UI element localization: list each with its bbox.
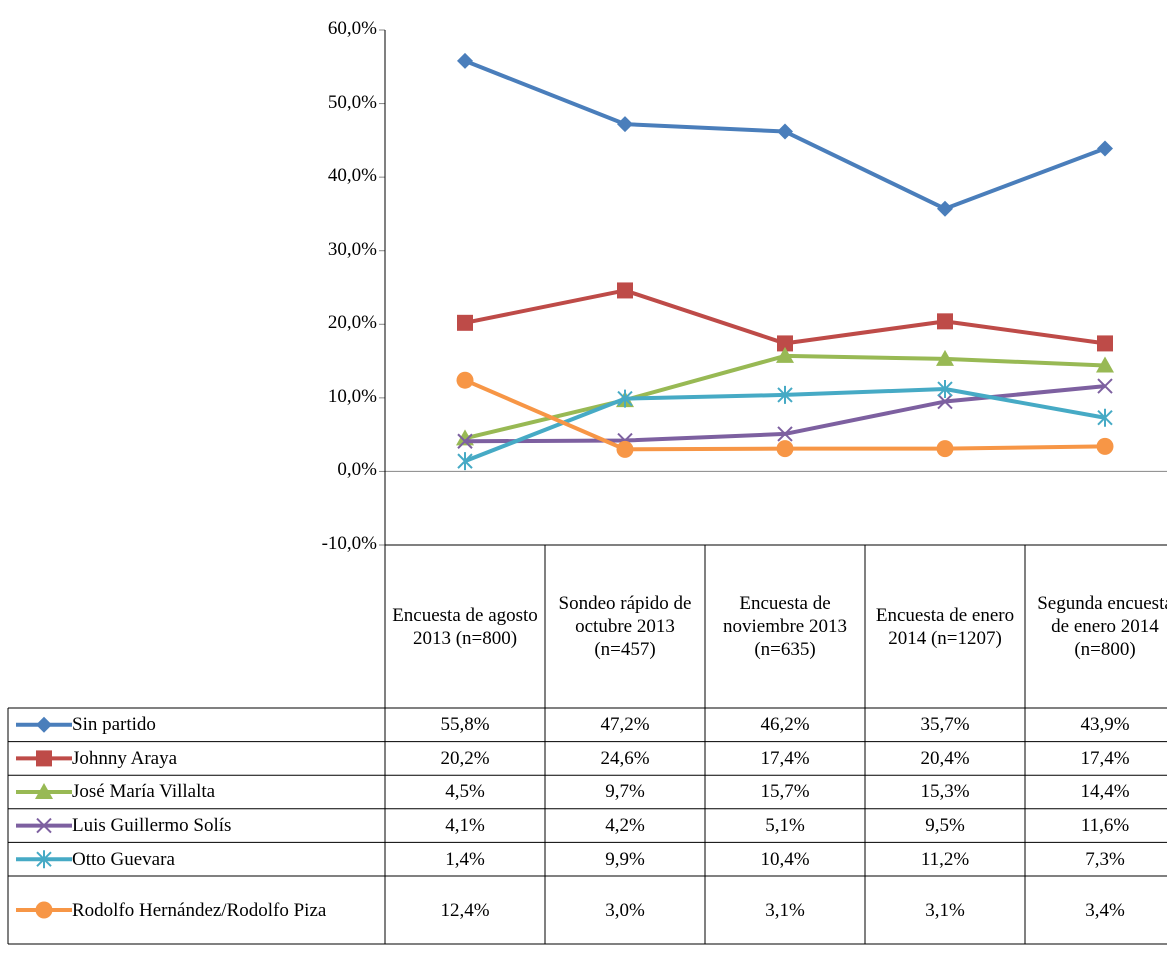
marker xyxy=(776,440,794,458)
marker xyxy=(777,385,793,404)
y-tick-label: 50,0% xyxy=(327,91,377,113)
legend-label: Otto Guevara xyxy=(72,848,175,870)
value-label: 15,3% xyxy=(920,781,970,803)
value-label: 15,7% xyxy=(760,781,810,803)
marker xyxy=(937,380,953,399)
y-tick-label: 20,0% xyxy=(327,312,377,334)
value-label: 12,4% xyxy=(440,899,490,921)
y-tick-label: -10,0% xyxy=(321,533,377,554)
marker xyxy=(777,335,793,352)
marker xyxy=(1097,408,1113,427)
marker xyxy=(457,452,473,471)
legend-label: Rodolfo Hernández/Rodolfo Piza xyxy=(72,899,327,921)
value-label: 43,9% xyxy=(1080,714,1130,736)
marker xyxy=(777,426,793,442)
category-label: Encuesta de agosto 2013 (n=800) xyxy=(392,604,538,649)
value-label: 4,2% xyxy=(605,815,645,837)
marker xyxy=(36,817,52,834)
value-label: 46,2% xyxy=(760,714,810,736)
marker xyxy=(1097,140,1113,157)
value-label: 20,4% xyxy=(920,747,970,769)
y-tick-label: 60,0% xyxy=(327,18,377,39)
marker xyxy=(35,783,53,799)
category-label: Sondeo rápido de octubre 2013 (n=457) xyxy=(558,593,692,660)
y-tick-label: 0,0% xyxy=(337,459,377,481)
marker xyxy=(616,440,634,458)
value-label: 5,1% xyxy=(765,815,805,837)
value-label: 3,0% xyxy=(605,899,645,921)
marker xyxy=(1097,335,1113,352)
marker xyxy=(936,440,954,458)
value-label: 1,4% xyxy=(445,848,485,870)
marker xyxy=(457,433,473,449)
legend-label: José María Villalta xyxy=(72,781,216,803)
marker xyxy=(36,750,52,767)
category-label: Encuesta de enero 2014 (n=1207) xyxy=(875,604,1015,649)
value-label: 3,1% xyxy=(765,899,805,921)
value-label: 55,8% xyxy=(440,714,490,736)
y-tick-label: 30,0% xyxy=(327,238,377,260)
marker xyxy=(937,393,953,410)
marker xyxy=(1096,356,1114,373)
value-label: 14,4% xyxy=(1080,781,1130,803)
legend-label: Johnny Araya xyxy=(72,747,178,769)
marker xyxy=(457,314,473,331)
value-label: 47,2% xyxy=(600,714,650,736)
marker xyxy=(457,52,473,69)
legend-label: Sin partido xyxy=(72,714,156,736)
value-label: 24,6% xyxy=(600,747,650,769)
value-label: 17,4% xyxy=(760,747,810,769)
value-label: 3,4% xyxy=(1085,899,1125,921)
value-label: 9,5% xyxy=(925,815,965,837)
value-label: 11,6% xyxy=(1080,815,1130,837)
marker xyxy=(35,901,53,919)
value-label: 10,4% xyxy=(760,848,810,870)
marker xyxy=(1096,437,1114,455)
legend-label: Luis Guillermo Solís xyxy=(72,815,232,837)
value-label: 4,5% xyxy=(445,781,485,803)
y-tick-label: 10,0% xyxy=(327,385,377,407)
marker xyxy=(36,850,52,869)
value-label: 9,7% xyxy=(605,781,645,803)
marker xyxy=(937,200,953,217)
marker xyxy=(1097,378,1113,394)
value-label: 3,1% xyxy=(925,899,965,921)
marker xyxy=(776,346,794,363)
marker xyxy=(617,282,633,299)
marker xyxy=(937,313,953,330)
value-label: 35,7% xyxy=(920,714,970,736)
marker xyxy=(617,389,633,408)
value-label: 20,2% xyxy=(440,747,490,769)
category-label: Encuesta de noviembre 2013 (n=635) xyxy=(722,593,847,660)
category-label: Segunda encuesta de enero 2014 (n=800) xyxy=(1037,593,1167,660)
marker xyxy=(456,371,474,389)
value-label: 7,3% xyxy=(1085,848,1125,870)
value-label: 4,1% xyxy=(445,815,485,837)
value-label: 11,2% xyxy=(920,848,970,870)
marker xyxy=(36,716,52,733)
value-label: 9,9% xyxy=(605,848,645,870)
marker xyxy=(936,349,954,366)
value-label: 17,4% xyxy=(1080,747,1130,769)
y-tick-label: 40,0% xyxy=(327,165,377,187)
marker xyxy=(617,116,633,133)
marker xyxy=(777,123,793,140)
